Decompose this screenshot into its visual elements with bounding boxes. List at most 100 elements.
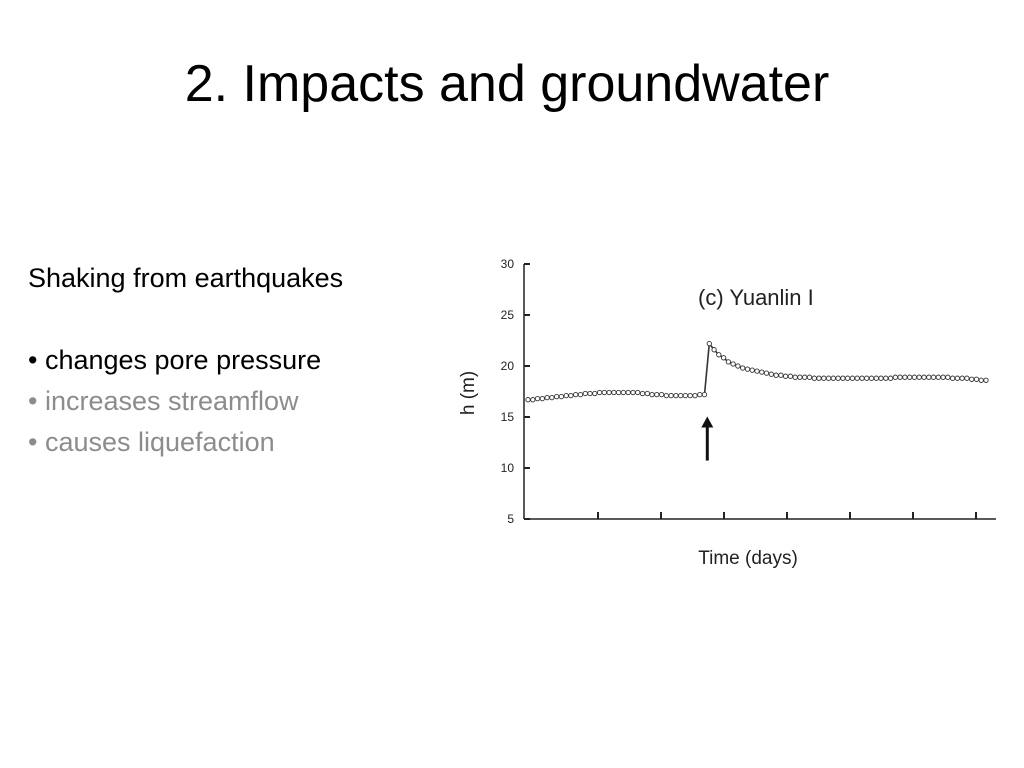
data-point [926, 374, 932, 380]
data-point [549, 394, 555, 401]
data-point [639, 390, 646, 397]
data-point [969, 376, 975, 382]
data-point [868, 375, 875, 381]
data-point [892, 374, 899, 380]
y-tick-label: 30 [501, 257, 515, 271]
data-point [797, 374, 803, 380]
data-point [773, 372, 779, 378]
data-point [840, 375, 846, 381]
data-point [930, 374, 937, 380]
data-point [916, 374, 922, 380]
data-point [964, 375, 970, 381]
bullet-pore-pressure: • changes pore pressure [28, 345, 322, 375]
y-tick-label: 20 [501, 359, 515, 373]
data-point [778, 372, 784, 378]
data-point [935, 374, 941, 380]
data-point [864, 375, 870, 381]
data-point [978, 377, 984, 383]
data-point [553, 393, 560, 400]
data-point [530, 397, 536, 403]
data-point [849, 375, 856, 381]
bullet-list: • changes pore pressure • increases stre… [28, 340, 343, 463]
data-point [644, 390, 650, 397]
data-point [835, 375, 841, 381]
data-point [697, 391, 703, 398]
data-point [687, 392, 693, 399]
data-point [902, 374, 908, 380]
data-point [768, 371, 774, 377]
data-point [887, 375, 894, 381]
data-point [940, 374, 946, 380]
x-axis-label: Time (days) [698, 548, 798, 569]
chart-axes [523, 264, 996, 520]
data-point [759, 369, 765, 375]
data-point [911, 374, 918, 380]
data-point [663, 392, 670, 399]
bullet-streamflow: • increases streamflow [28, 386, 299, 416]
slide-title: 2. Impacts and groundwater [184, 55, 830, 113]
data-point [907, 374, 913, 380]
data-point [754, 368, 760, 374]
y-ticks: 5 10 15 20 25 30 [501, 257, 530, 526]
data-point [615, 389, 622, 396]
data-point [668, 392, 674, 399]
data-point [897, 374, 903, 380]
data-point [611, 389, 617, 396]
data-point [844, 375, 851, 381]
data-point [821, 375, 827, 381]
data-point [592, 390, 598, 397]
data-point [525, 397, 531, 403]
chart-title: (c) Yuanlin I [698, 285, 814, 310]
arrow-head [701, 416, 714, 428]
data-point [787, 373, 794, 379]
data-point [954, 375, 961, 381]
data-point [568, 392, 574, 399]
data-point [763, 370, 770, 376]
data-point [816, 375, 822, 381]
data-point [716, 352, 722, 358]
data-point [706, 340, 712, 347]
data-point [582, 390, 588, 397]
data-point [959, 375, 965, 381]
data-point [563, 392, 569, 399]
data-point [649, 391, 655, 398]
data-point [878, 375, 884, 381]
data-point [587, 390, 593, 397]
y-tick-label: 25 [501, 308, 515, 322]
data-point [577, 391, 584, 398]
data-point [658, 391, 665, 398]
data-point [539, 395, 545, 402]
body-text: Shaking from earthquakes • changes pore … [28, 258, 343, 463]
data-point [983, 377, 989, 383]
data-point [544, 394, 550, 401]
data-point [854, 375, 860, 381]
data-point [573, 391, 579, 398]
x-ticks [597, 512, 977, 519]
data-point [921, 374, 927, 380]
data-point [735, 363, 741, 369]
y-tick-label: 10 [501, 461, 515, 475]
bullet-liquefaction: • causes liquefaction [28, 427, 275, 457]
data-points [525, 340, 989, 403]
data-point [620, 389, 627, 396]
data-point [740, 365, 746, 371]
data-point [725, 359, 732, 365]
data-point [792, 374, 798, 380]
data-point [625, 389, 631, 396]
data-point [859, 375, 865, 381]
data-point [883, 375, 889, 381]
data-point [825, 375, 832, 381]
data-point [654, 391, 660, 398]
data-point [782, 373, 789, 379]
data-point [806, 374, 813, 380]
data-point [873, 375, 879, 381]
data-point [534, 395, 541, 402]
data-point [635, 389, 641, 396]
data-point [682, 392, 689, 399]
data-point [720, 355, 727, 361]
data-point [744, 366, 751, 372]
y-tick-label: 15 [501, 410, 515, 424]
data-point [701, 391, 708, 398]
data-point [692, 392, 698, 399]
data-point [606, 389, 612, 396]
